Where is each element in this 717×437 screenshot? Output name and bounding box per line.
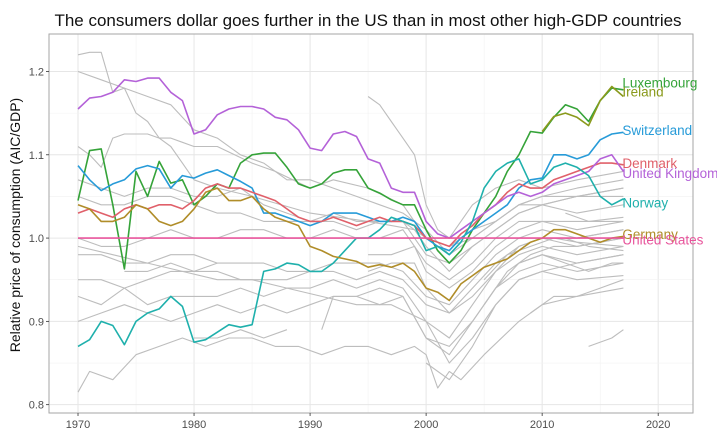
series-label-germany: Germany	[622, 227, 678, 242]
background-series-line	[77, 195, 624, 264]
background-series-line	[425, 254, 624, 381]
series-label-ireland: Ireland	[622, 84, 663, 99]
series-label-switzerland: Switzerland	[622, 123, 692, 138]
x-axis-ticks: 1970 1980 1990 2000 2010 2020	[66, 413, 670, 431]
background-series-line	[565, 237, 624, 252]
background-country-lines	[77, 51, 624, 393]
series-line-united-kingdom	[77, 77, 625, 239]
grid	[49, 34, 693, 413]
background-series-line	[77, 220, 624, 281]
panel-border	[48, 33, 694, 414]
y-tick-label: 1.2	[29, 66, 44, 78]
background-series-line	[588, 329, 624, 347]
background-series-line	[77, 133, 624, 247]
background-series-line	[368, 220, 624, 289]
background-series-line	[124, 262, 218, 272]
x-tick-label: 2000	[414, 419, 438, 431]
chart-title: The consumers dollar goes further in the…	[54, 11, 681, 30]
y-tick-label: 1.1	[29, 150, 44, 162]
background-series-line	[77, 287, 624, 393]
y-axis-ticks: 0.8 0.9 1.0 1.1 1.2	[29, 66, 49, 412]
series-line-ireland	[541, 85, 624, 132]
y-tick-label: 0.9	[29, 316, 44, 328]
background-series-line	[530, 279, 624, 314]
x-tick-label: 1970	[66, 419, 90, 431]
series-line-switzerland	[77, 131, 624, 252]
series-line-norway	[77, 158, 624, 348]
y-tick-label: 0.8	[29, 400, 44, 412]
y-tick-label: 1.0	[29, 233, 44, 245]
x-tick-label: 1980	[182, 419, 206, 431]
background-series-line	[483, 237, 624, 281]
background-series-line	[518, 254, 624, 272]
background-series-line	[77, 245, 624, 339]
series-label-united-states: United States	[622, 233, 703, 248]
x-tick-label: 2010	[530, 419, 554, 431]
series-line-denmark	[77, 162, 624, 248]
series-labels: LuxembourgIrelandSwitzerlandDenmarkUnite…	[622, 75, 717, 247]
series-label-denmark: Denmark	[622, 156, 677, 171]
background-series-line	[565, 212, 624, 222]
series-line-germany	[77, 187, 624, 302]
series-label-luxembourg: Luxembourg	[622, 75, 697, 90]
series-label-norway: Norway	[622, 195, 668, 210]
x-tick-label: 2020	[646, 419, 670, 431]
series-label-united-kingdom: United Kingdom	[622, 166, 717, 181]
series-line-luxembourg	[77, 87, 624, 270]
background-series-line	[321, 262, 624, 347]
highlighted-series	[77, 77, 625, 348]
x-tick-label: 1990	[298, 419, 322, 431]
background-series-line	[78, 237, 624, 314]
y-axis-title: Relative price of consumption (AIC/GDP)	[7, 98, 23, 352]
